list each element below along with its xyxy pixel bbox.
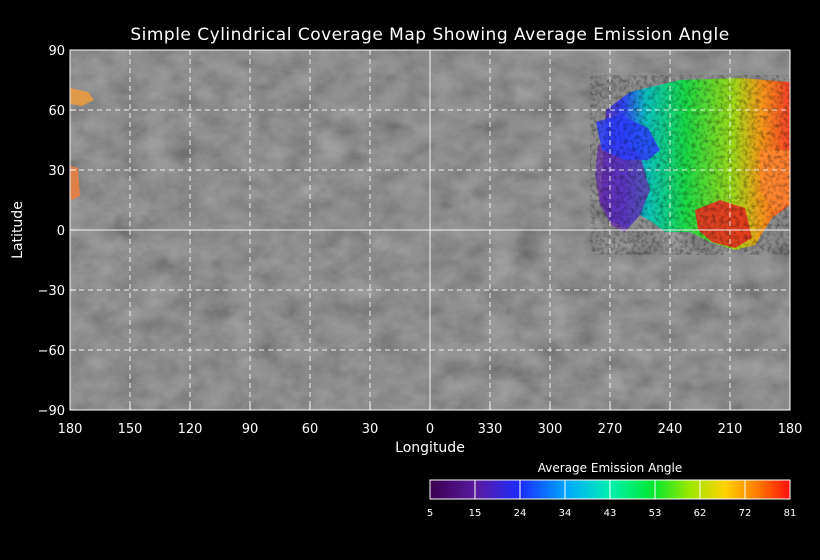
longitude-tick-labels: 180 150 120 90 60 30 0 330 300 270 240 210 180 — [58, 404, 803, 437]
colorbar-tick-label: 81 — [784, 508, 797, 519]
longitude-tick-label: 240 — [658, 422, 683, 437]
colorbar-tick-label: 24 — [514, 508, 527, 519]
colorbar-tick-label: 72 — [739, 508, 752, 519]
colorbar-tick-label: 43 — [604, 508, 617, 519]
latitude-tick-label: 30 — [48, 164, 65, 179]
longitude-tick-label: 330 — [478, 422, 503, 437]
longitude-tick-label: 30 — [362, 422, 379, 437]
longitude-tick-label: 150 — [118, 422, 143, 437]
longitude-tick-label: 0 — [426, 422, 434, 437]
latitude-tick-labels: 90 60 30 0 −30 −60 −90 — [38, 44, 76, 419]
latitude-tick-label: 90 — [48, 44, 65, 59]
x-axis-label: Longitude — [395, 440, 465, 456]
coverage-overlay — [70, 75, 790, 255]
map-title: Simple Cylindrical Coverage Map Showing … — [130, 25, 729, 45]
longitude-tick-label: 210 — [718, 422, 743, 437]
latitude-tick-label: −60 — [38, 344, 65, 359]
latitude-tick-label: −90 — [38, 404, 65, 419]
colorbar-tick-label: 15 — [469, 508, 482, 519]
longitude-tick-label: 120 — [178, 422, 203, 437]
longitude-tick-label: 270 — [598, 422, 623, 437]
longitude-tick-label: 60 — [302, 422, 319, 437]
coverage-region-west-edge-north — [70, 88, 94, 106]
y-axis-label: Latitude — [10, 201, 26, 259]
longitude-tick-label: 180 — [778, 422, 803, 437]
latitude-tick-label: 60 — [48, 104, 65, 119]
map-plot-area — [70, 50, 790, 410]
map-gridlines — [70, 50, 790, 410]
colorbar-tick-label: 34 — [559, 508, 572, 519]
longitude-tick-label: 90 — [242, 422, 259, 437]
colorbar-tick-label: 53 — [649, 508, 662, 519]
colorbar-title: Average Emission Angle — [538, 461, 682, 475]
colorbar-tick-label: 5 — [427, 508, 433, 519]
coverage-speckle-texture — [590, 75, 790, 255]
colorbar-legend: Average Emission Angle 5 15 24 34 43 53 62 72 81 — [427, 461, 797, 519]
latitude-tick-label: −30 — [38, 284, 65, 299]
longitude-tick-label: 300 — [538, 422, 563, 437]
coverage-region-west-edge-mid — [70, 166, 80, 200]
latitude-tick-label: 0 — [57, 224, 65, 239]
colorbar-ticks: 5 15 24 34 43 53 62 72 81 — [427, 480, 797, 519]
colorbar-tick-label: 62 — [694, 508, 707, 519]
longitude-tick-label: 180 — [58, 422, 83, 437]
